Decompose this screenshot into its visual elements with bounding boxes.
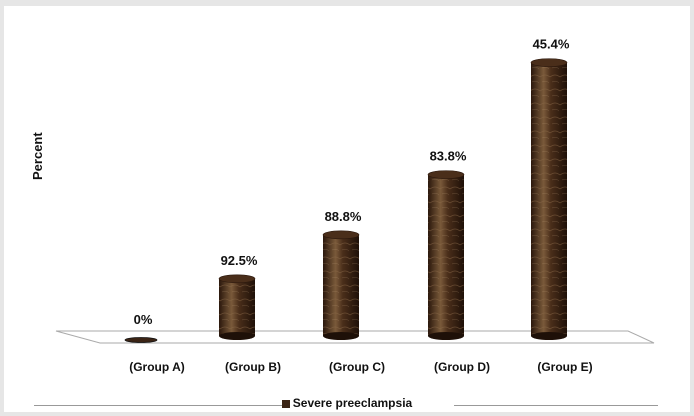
bar-texture bbox=[219, 278, 255, 336]
data-label: 0% bbox=[134, 312, 153, 327]
bar-base bbox=[219, 332, 255, 340]
bar-base bbox=[323, 332, 359, 340]
x-tick-label: (Group E) bbox=[537, 360, 592, 374]
bar-top bbox=[530, 58, 568, 67]
bar-top bbox=[427, 170, 465, 179]
data-label: 45.4% bbox=[533, 37, 570, 52]
bar-top bbox=[218, 274, 256, 284]
x-tick-label: (Group C) bbox=[329, 360, 385, 374]
data-label: 83.8% bbox=[430, 149, 467, 164]
bar bbox=[124, 337, 158, 343]
x-tick-label: (Group A) bbox=[129, 360, 185, 374]
bar-base bbox=[428, 332, 464, 340]
bar-texture bbox=[323, 234, 359, 336]
bar bbox=[427, 170, 465, 340]
legend-divider-left bbox=[34, 405, 282, 406]
x-tick-label: (Group D) bbox=[434, 360, 490, 374]
data-label: 92.5% bbox=[221, 253, 258, 268]
bar-texture bbox=[428, 174, 464, 336]
legend-label: Severe preeclampsia bbox=[292, 396, 413, 410]
legend: Severe preeclampsia bbox=[0, 396, 694, 410]
bar bbox=[322, 230, 360, 340]
bar-disc bbox=[124, 337, 158, 343]
chart-panel bbox=[4, 6, 690, 412]
data-label: 88.8% bbox=[325, 209, 362, 224]
bar bbox=[530, 58, 568, 340]
x-tick-label: (Group B) bbox=[225, 360, 281, 374]
bar-texture bbox=[531, 62, 567, 336]
y-axis-label: Percent bbox=[30, 132, 45, 180]
legend-swatch bbox=[281, 399, 290, 408]
bar bbox=[218, 274, 256, 340]
bar-top bbox=[322, 230, 360, 240]
bar-base bbox=[531, 332, 567, 340]
legend-divider-right bbox=[454, 405, 658, 406]
